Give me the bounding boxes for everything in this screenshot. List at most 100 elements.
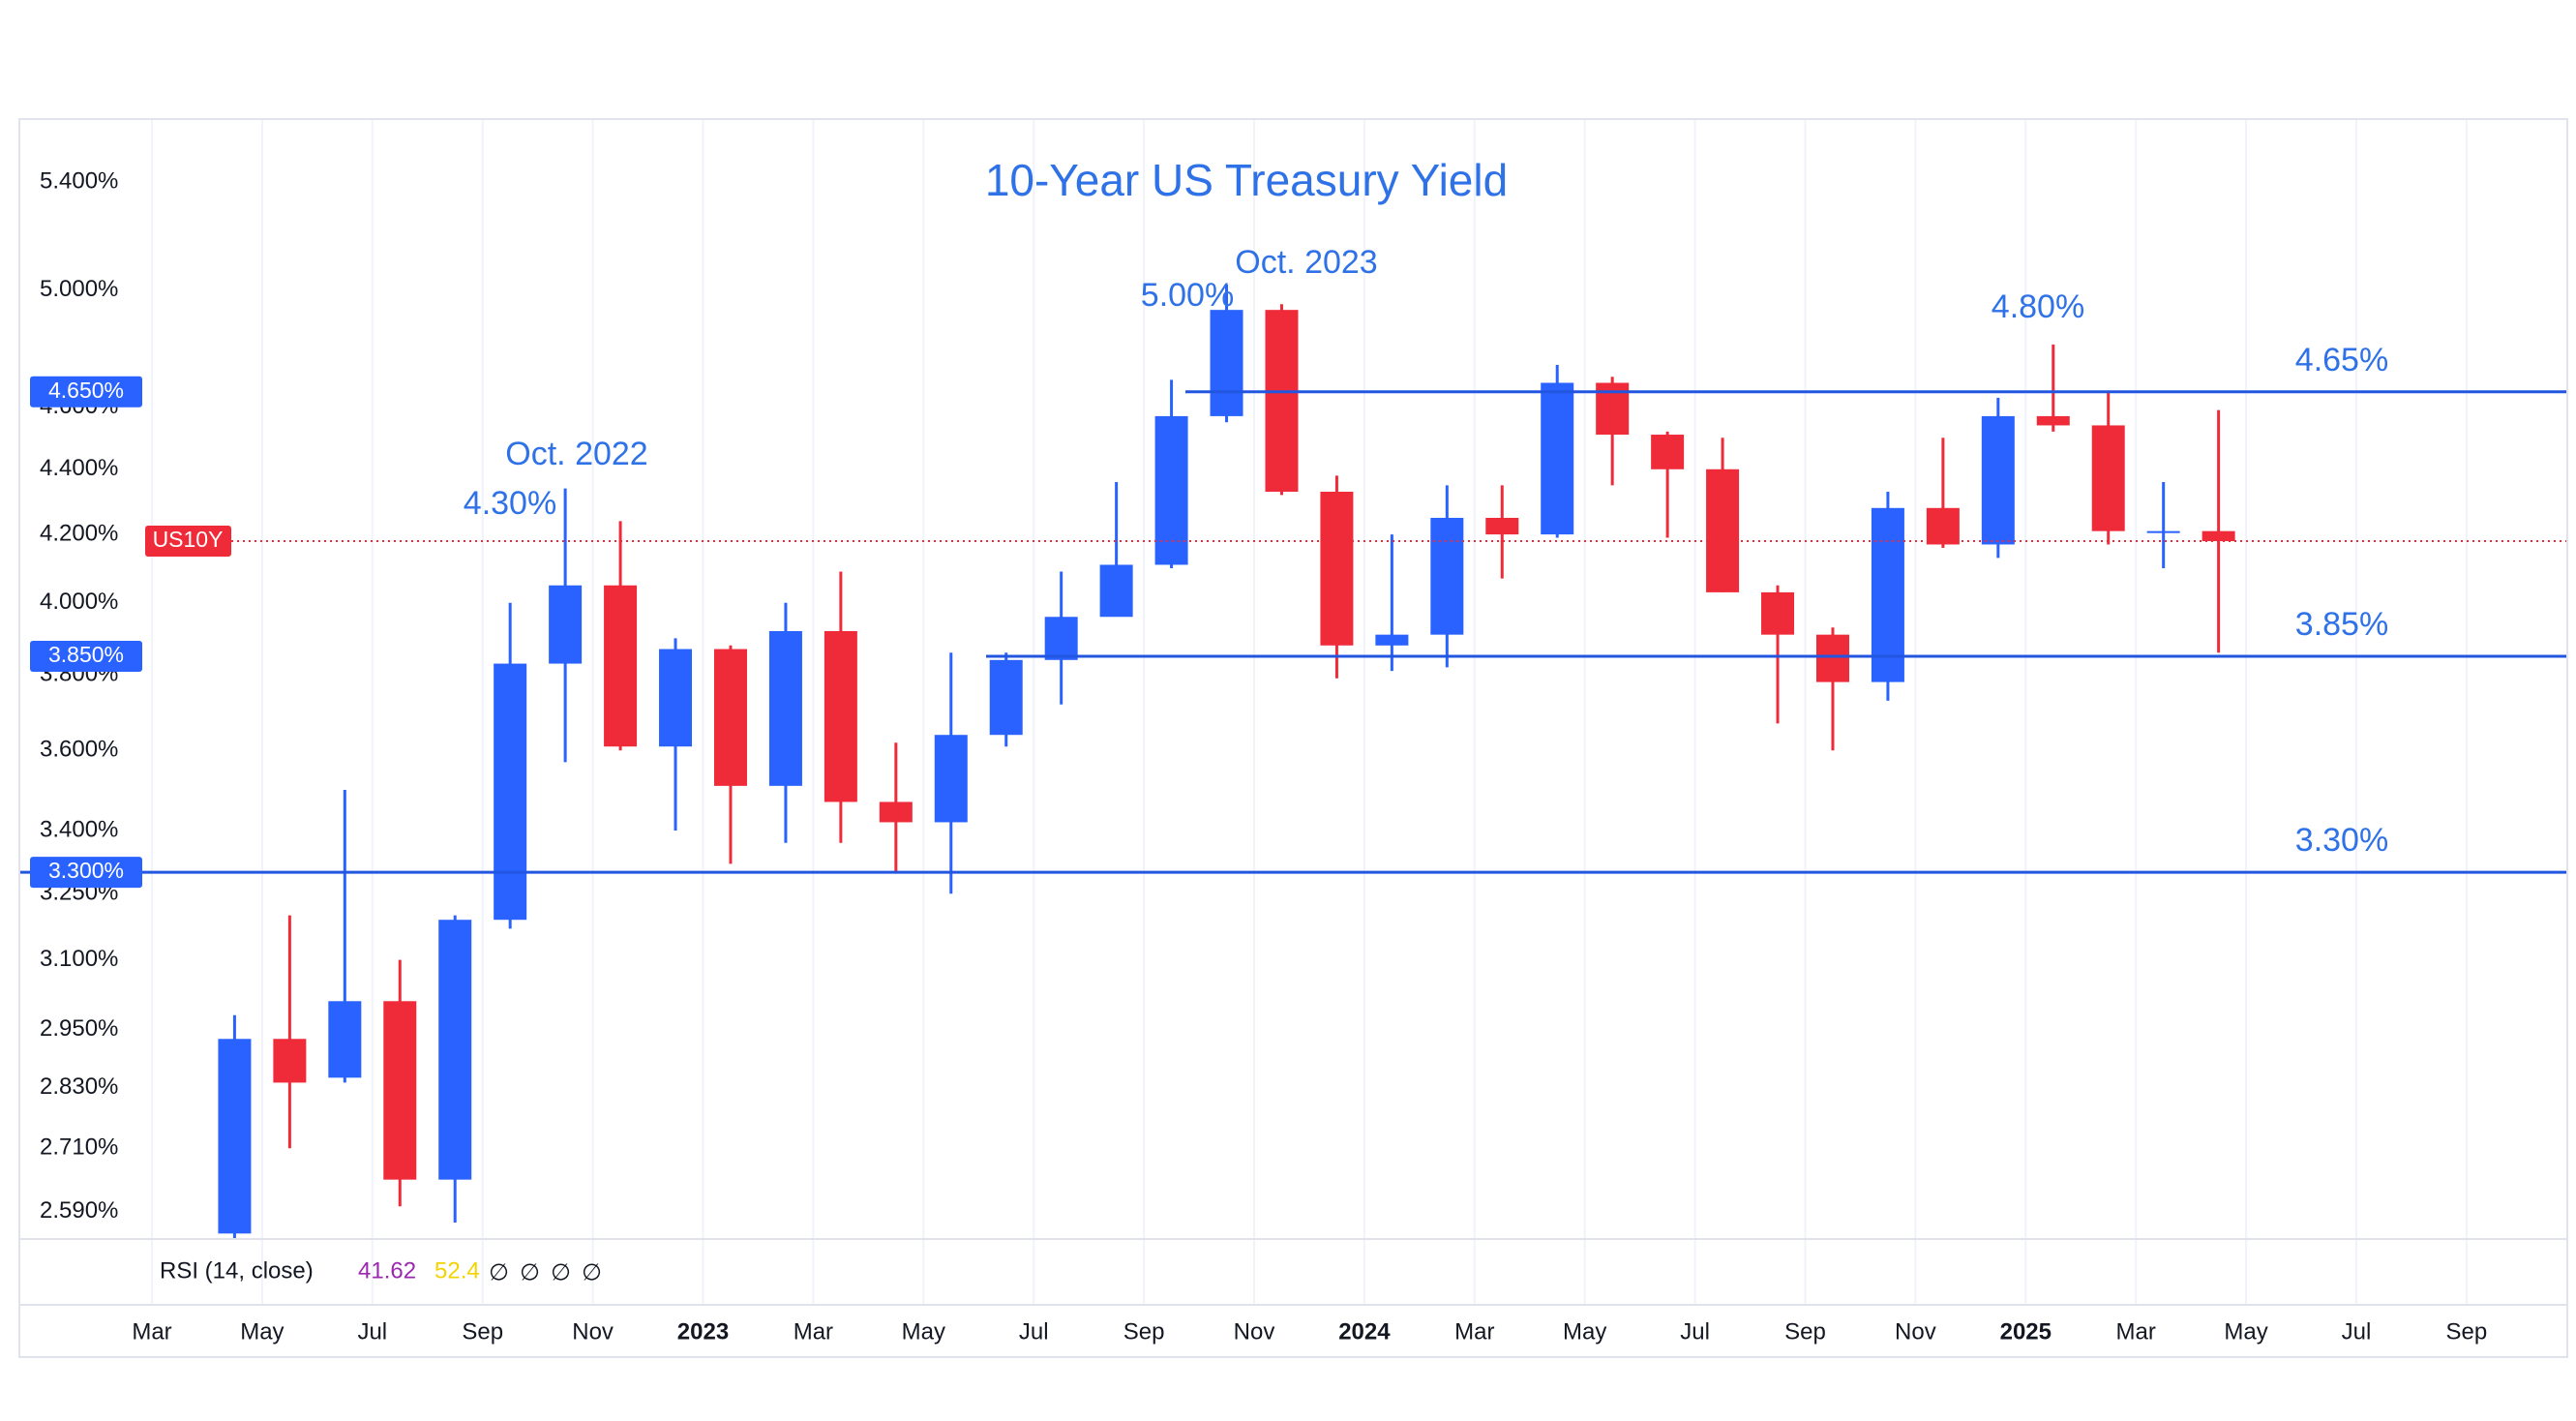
y-tick-label: 4.000% <box>40 589 118 615</box>
candle-body <box>1926 507 1960 545</box>
candle-body <box>989 659 1023 736</box>
x-tick-label: Mar <box>132 1318 171 1345</box>
symbol-label: US10Y <box>153 527 224 552</box>
candle-body <box>1044 617 1078 660</box>
annotation: 4.30% <box>464 485 556 522</box>
level-annotation: 4.65% <box>2295 342 2388 378</box>
candle-body <box>383 1001 417 1180</box>
candle-body <box>1981 415 2015 545</box>
x-tick-label: 2025 <box>2000 1318 2052 1345</box>
x-tick-label: 2024 <box>1338 1318 1391 1345</box>
candle-body <box>879 801 913 823</box>
annotation: 5.00% <box>1141 277 1234 314</box>
level-badge-label: 3.850% <box>48 642 124 667</box>
candle-body <box>1761 591 1795 635</box>
candle-body <box>1099 564 1133 618</box>
candle-body <box>494 663 527 921</box>
y-tick-label: 3.100% <box>40 946 118 972</box>
grid-layer <box>151 119 2468 1305</box>
candle-body <box>1706 469 1740 592</box>
x-tick-label: May <box>1563 1318 1606 1345</box>
x-tick-label: Sep <box>1784 1318 1826 1345</box>
annotation: 4.80% <box>1992 288 2084 325</box>
candle-body <box>1320 491 1354 646</box>
candle-body <box>1815 634 1849 682</box>
candle-body <box>1265 310 1299 492</box>
x-tick-label: Nov <box>1895 1318 1936 1345</box>
x-tick-label: Jul <box>2342 1318 2372 1345</box>
x-tick-label: Jul <box>357 1318 387 1345</box>
x-tick-label: Sep <box>462 1318 503 1345</box>
y-tick-label: 4.400% <box>40 455 118 481</box>
x-tick-label: Mar <box>2116 1318 2156 1345</box>
y-tick-label: 2.950% <box>40 1015 118 1042</box>
candle-body <box>438 920 472 1180</box>
y-tick-label: 2.830% <box>40 1073 118 1100</box>
candle-body <box>1485 517 1519 535</box>
x-tick-label: Sep <box>1123 1318 1165 1345</box>
x-tick-label: 2023 <box>677 1318 729 1345</box>
candle-body <box>824 630 857 802</box>
candle-body <box>2202 530 2235 542</box>
mark-layer <box>19 284 2567 1239</box>
candle-body <box>1154 415 1188 565</box>
y-tick-label: 5.400% <box>40 168 118 195</box>
indicator-na: ∅ <box>489 1259 509 1285</box>
level-badge <box>30 641 142 673</box>
candle-body <box>934 735 968 823</box>
indicator-label: RSI (14, close) <box>160 1257 314 1284</box>
y-tick-label: 2.590% <box>40 1197 118 1224</box>
candle-body <box>2036 415 2070 426</box>
indicator-na: ∅ <box>551 1259 571 1285</box>
candle-body <box>768 630 802 786</box>
candle-body <box>2146 530 2180 533</box>
x-tick-label: May <box>902 1318 945 1345</box>
frame <box>18 118 2568 1358</box>
indicator-value: 52.4 <box>434 1257 480 1284</box>
level-badge-label: 4.650% <box>48 378 124 403</box>
candle-body <box>604 585 638 747</box>
x-tick-label: Mar <box>794 1318 833 1345</box>
candle-body <box>1541 382 1574 535</box>
candle-body <box>1210 310 1243 416</box>
candle-body <box>1375 634 1409 646</box>
candle-body <box>2091 425 2125 531</box>
candle-body <box>1430 517 1464 635</box>
x-tick-label: Jul <box>1019 1318 1049 1345</box>
indicator-na: ∅ <box>582 1259 602 1285</box>
annotation: Oct. 2022 <box>505 436 647 472</box>
x-tick-label: Nov <box>572 1318 614 1345</box>
chart-title: 10-Year US Treasury Yield <box>985 155 1508 205</box>
x-tick-label: Sep <box>2446 1318 2488 1345</box>
x-tick-label: Jul <box>1680 1318 1710 1345</box>
symbol-badge <box>145 526 231 558</box>
candle-body <box>328 1001 362 1078</box>
candle-body <box>549 585 583 664</box>
y-tick-label: 3.400% <box>40 816 118 842</box>
indicator-na: ∅ <box>520 1259 540 1285</box>
x-tick-label: Mar <box>1454 1318 1494 1345</box>
top-layer: 2.590%2.710%2.830%2.950%3.100%3.250%3.40… <box>30 168 2487 1345</box>
y-tick-label: 5.000% <box>40 276 118 302</box>
x-tick-label: Nov <box>1234 1318 1275 1345</box>
level-annotation: 3.85% <box>2295 606 2388 643</box>
y-tick-label: 3.600% <box>40 737 118 763</box>
candle-body <box>1651 435 1685 469</box>
y-tick-label: 2.710% <box>40 1134 118 1161</box>
y-tick-label: 4.200% <box>40 520 118 546</box>
level-badge-label: 3.300% <box>48 858 124 883</box>
annotation: Oct. 2023 <box>1235 244 1377 281</box>
level-badge <box>30 857 142 889</box>
level-annotation: 3.30% <box>2295 822 2388 859</box>
level-badge <box>30 376 142 408</box>
candle-body <box>1871 507 1904 682</box>
candle-body <box>659 649 693 747</box>
indicator-value: 41.62 <box>358 1257 416 1284</box>
x-tick-label: May <box>240 1318 284 1345</box>
candle-body <box>713 649 747 786</box>
x-tick-label: May <box>2224 1318 2267 1345</box>
candle-body <box>218 1039 252 1234</box>
candle-body <box>273 1039 307 1083</box>
